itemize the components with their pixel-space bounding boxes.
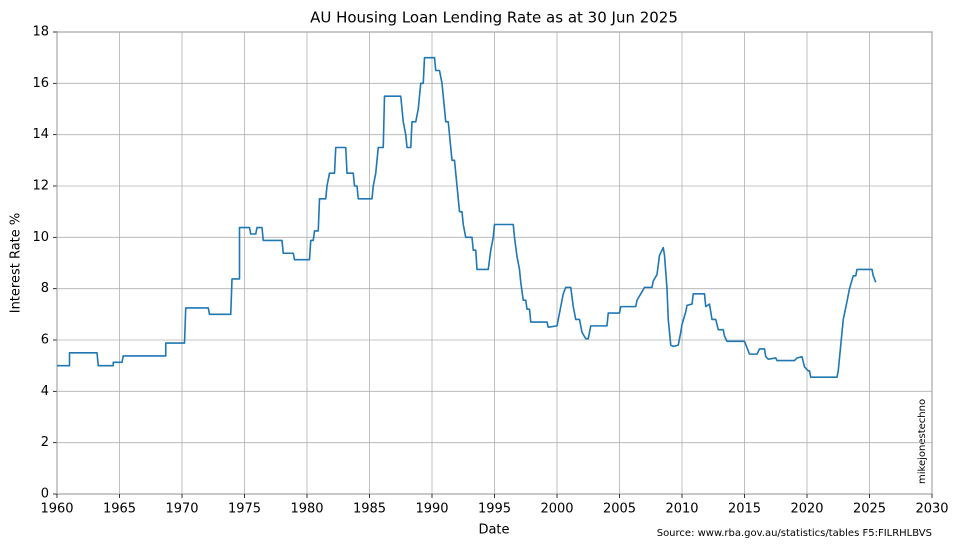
x-tick-label: 1995 <box>478 502 511 517</box>
x-tick-label: 1970 <box>165 502 198 517</box>
x-tick-label: 1990 <box>415 502 448 517</box>
y-tick-label: 8 <box>41 281 49 296</box>
x-tick-label: 1985 <box>353 502 386 517</box>
data-line <box>57 56 877 379</box>
y-tick-label: 18 <box>32 25 49 40</box>
x-tick-label: 1975 <box>228 502 261 517</box>
watermark: mikejonestechno <box>917 399 928 484</box>
x-tick-label: 2030 <box>915 502 948 517</box>
x-tick-label: 2010 <box>665 502 698 517</box>
y-tick-label: 16 <box>32 76 49 91</box>
source-note: Source: www.rba.gov.au/statistics/tables… <box>657 528 932 539</box>
x-tick-label: 2025 <box>853 502 886 517</box>
y-tick-label: 4 <box>41 384 49 399</box>
x-tick-label: 1960 <box>40 502 73 517</box>
x-tick-label: 2015 <box>728 502 761 517</box>
y-tick-label: 12 <box>32 179 49 194</box>
y-axis-label: Interest Rate % <box>9 213 24 314</box>
x-tick-label: 2005 <box>603 502 636 517</box>
x-tick-label: 1965 <box>103 502 136 517</box>
x-axis-label: Date <box>478 523 509 538</box>
x-tick-label: 2000 <box>540 502 573 517</box>
x-tick-label: 1980 <box>290 502 323 517</box>
y-tick-label: 2 <box>41 435 49 450</box>
y-tick-label: 6 <box>41 333 49 348</box>
y-tick-label: 14 <box>32 127 49 142</box>
y-tick-label: 10 <box>32 230 49 245</box>
y-tick-label: 0 <box>41 487 49 502</box>
x-tick-label: 2020 <box>790 502 823 517</box>
chart-title: AU Housing Loan Lending Rate as at 30 Ju… <box>310 9 678 27</box>
